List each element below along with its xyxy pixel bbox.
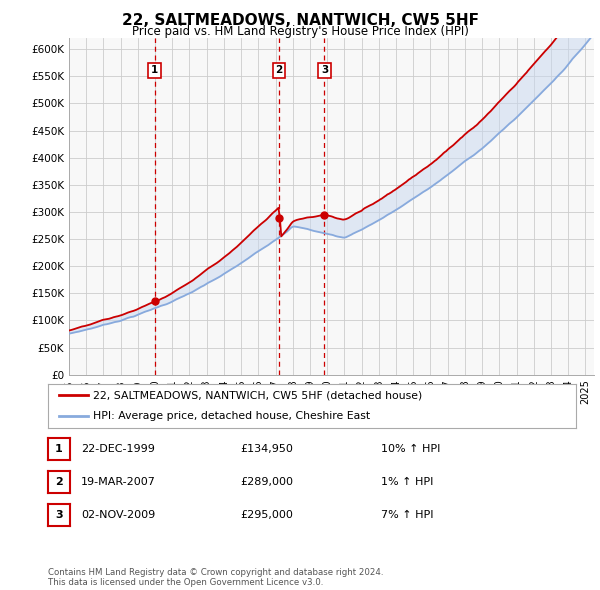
Text: 7% ↑ HPI: 7% ↑ HPI — [381, 510, 433, 520]
Text: 1: 1 — [55, 444, 62, 454]
Text: 1% ↑ HPI: 1% ↑ HPI — [381, 477, 433, 487]
Text: HPI: Average price, detached house, Cheshire East: HPI: Average price, detached house, Ches… — [93, 411, 370, 421]
Text: 22, SALTMEADOWS, NANTWICH, CW5 5HF (detached house): 22, SALTMEADOWS, NANTWICH, CW5 5HF (deta… — [93, 391, 422, 401]
Text: 22, SALTMEADOWS, NANTWICH, CW5 5HF: 22, SALTMEADOWS, NANTWICH, CW5 5HF — [121, 13, 479, 28]
Text: 02-NOV-2009: 02-NOV-2009 — [81, 510, 155, 520]
Text: 3: 3 — [321, 65, 328, 76]
Text: 2: 2 — [55, 477, 62, 487]
Text: £134,950: £134,950 — [240, 444, 293, 454]
Text: 2: 2 — [275, 65, 283, 76]
Text: 10% ↑ HPI: 10% ↑ HPI — [381, 444, 440, 454]
Text: Contains HM Land Registry data © Crown copyright and database right 2024.
This d: Contains HM Land Registry data © Crown c… — [48, 568, 383, 587]
Text: 19-MAR-2007: 19-MAR-2007 — [81, 477, 156, 487]
Text: 22-DEC-1999: 22-DEC-1999 — [81, 444, 155, 454]
Text: 1: 1 — [151, 65, 158, 76]
Text: Price paid vs. HM Land Registry's House Price Index (HPI): Price paid vs. HM Land Registry's House … — [131, 25, 469, 38]
Text: £295,000: £295,000 — [240, 510, 293, 520]
Text: £289,000: £289,000 — [240, 477, 293, 487]
Text: 3: 3 — [55, 510, 62, 520]
